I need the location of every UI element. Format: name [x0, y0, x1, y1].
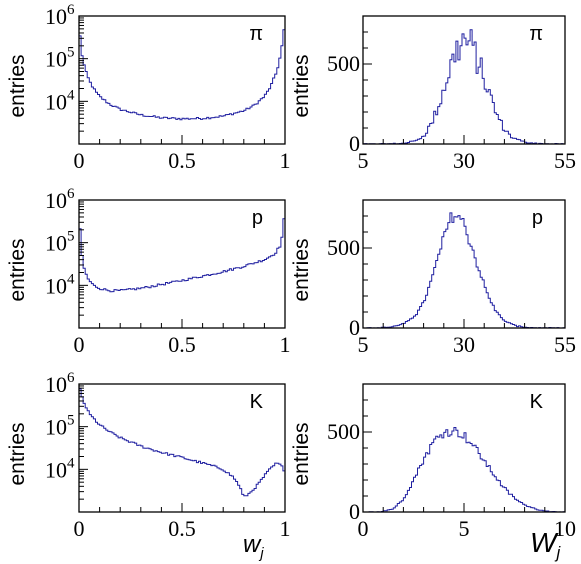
x-tick-label: 55 [554, 332, 576, 357]
y-axis-title: entries [290, 238, 313, 301]
y-axis-title: entries [6, 54, 29, 117]
y-tick-label: 10 [45, 457, 67, 482]
y-tick-label: 500 [327, 51, 360, 76]
y-tick-label: 10 [45, 273, 67, 298]
particle-label: p [532, 207, 543, 229]
y-axis-title: entries [6, 422, 29, 485]
x-tick-label: 0 [74, 148, 85, 173]
particle-label: π [529, 23, 543, 45]
particle-label: π [249, 23, 263, 45]
panel-right-pi: 5 30 55 0 500 entries π [290, 15, 576, 173]
y-tick-exponent: 6 [67, 2, 75, 18]
y-tick-exponent: 5 [67, 413, 75, 429]
x-tick-label: 5 [358, 332, 369, 357]
y-axis-title: entries [290, 422, 313, 485]
y-tick-label: 10 [45, 4, 67, 29]
histogram-left-pi [79, 29, 285, 121]
y-tick-label: 10 [45, 372, 67, 397]
y-tick-exponent: 6 [67, 370, 75, 386]
y-axis-title: entries [290, 54, 313, 117]
histogram-left-p [79, 218, 285, 293]
y-tick-exponent: 4 [67, 271, 75, 287]
x-tick-label: 1 [280, 148, 291, 173]
y-tick-exponent: 4 [67, 87, 75, 103]
y-tick-exponent: 5 [67, 45, 75, 61]
panel-right-K: 0 5 10 0 500 entries K [290, 383, 576, 541]
y-tick-exponent: 5 [67, 229, 75, 245]
x-tick-label: 0.5 [168, 516, 196, 541]
x-tick-label: 0 [74, 516, 85, 541]
particle-label: K [530, 391, 544, 413]
panel-right-p: 5 30 55 0 500 entries p [290, 199, 576, 357]
y-tick-label: 0 [349, 315, 360, 340]
y-tick-label: 0 [349, 499, 360, 524]
y-tick-label: 500 [327, 235, 360, 260]
y-tick-label: 10 [45, 231, 67, 256]
x-tick-label: 30 [453, 148, 475, 173]
y-tick-label: 10 [45, 188, 67, 213]
x-tick-label: 1 [280, 516, 291, 541]
particle-label: K [250, 391, 264, 413]
y-tick-label: 0 [349, 131, 360, 156]
x-tick-label: 1 [280, 332, 291, 357]
x-tick-label: 0.5 [168, 332, 196, 357]
x-axis-title-left: wj [243, 531, 264, 562]
y-tick-exponent: 4 [67, 455, 75, 471]
x-tick-label: 0 [358, 516, 369, 541]
x-axis-title-right: Wj [530, 527, 561, 562]
y-tick-exponent: 6 [67, 186, 75, 202]
x-tick-label: 0.5 [168, 148, 196, 173]
x-tick-label: 0 [74, 332, 85, 357]
x-tick-label: 10 [554, 516, 576, 541]
histogram-left-K [79, 388, 285, 497]
y-tick-label: 500 [327, 419, 360, 444]
x-tick-label: 5 [358, 148, 369, 173]
y-tick-label: 10 [45, 47, 67, 72]
y-tick-label: 10 [45, 415, 67, 440]
particle-label: p [252, 207, 263, 229]
x-tick-label: 5 [459, 516, 470, 541]
y-axis-title: entries [6, 238, 29, 301]
y-tick-label: 10 [45, 89, 67, 114]
histogram-right-pi [363, 29, 565, 145]
histogram-right-p [363, 212, 565, 329]
x-tick-label: 30 [453, 332, 475, 357]
histogram-right-K [363, 427, 565, 513]
x-tick-label: 55 [554, 148, 576, 173]
